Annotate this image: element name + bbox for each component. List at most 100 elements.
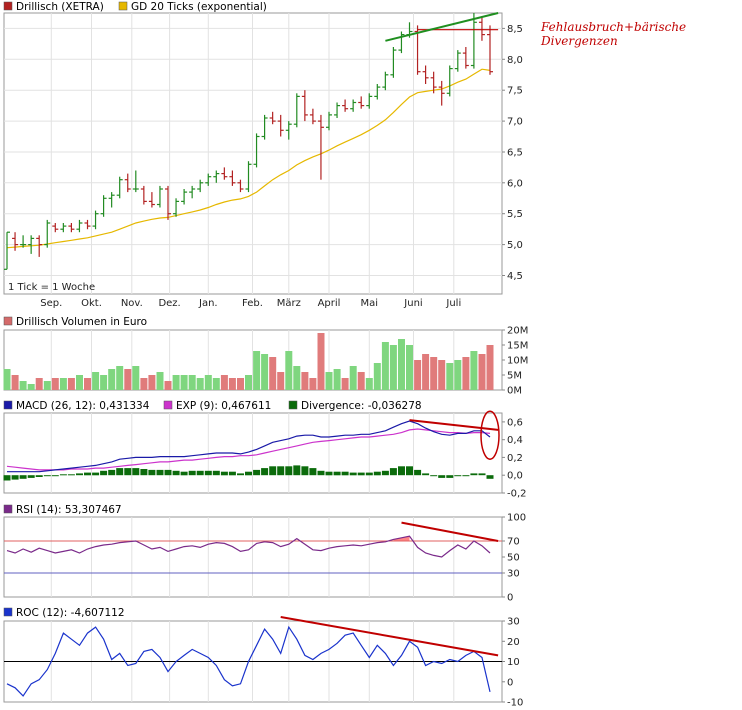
volume-bar [381,342,389,390]
volume-bar [422,354,430,390]
horizontal-grid [4,27,502,276]
price-bar [132,170,139,193]
volume-bar [84,378,91,390]
divergence-bar [478,473,486,476]
volume-bar [365,378,373,390]
y-tick-label: 0 [507,677,513,688]
price-bar [374,84,381,100]
volume-bar [92,372,100,390]
price-bar [36,235,43,257]
price-bar [342,99,349,112]
volume-bar [76,375,83,390]
ema-20-line [6,68,491,249]
price-bar [205,173,212,186]
volume-bar [116,366,124,390]
month-label: Nov. [121,298,143,309]
exp-line [6,428,491,471]
volume-bar [100,375,108,390]
divergence-bar [365,472,373,476]
volume-bar [406,345,413,390]
y-tick-label: 10 [507,657,520,668]
volume-bar [35,378,43,390]
volume-bar [51,378,59,390]
divergence-bar [285,466,293,476]
volume-bar [301,372,309,390]
volume-bar [277,372,285,390]
legend-label-macd: MACD (26, 12): 0,431334 [16,400,150,412]
price-bar [221,167,228,180]
y-tick-label: 20M [507,326,528,337]
ema-line-layer [6,68,491,249]
trend-line [401,521,499,542]
volume-bar [180,375,188,390]
divergence-bar [116,468,124,476]
price-bar [334,102,341,118]
y-tick-label: 30 [507,617,520,628]
annotation-line-2: Divergenzen [540,34,618,48]
roc-y-axis: -10 0 10 20 30 [502,617,523,709]
divergence-bar [148,469,156,476]
price-bar [116,176,123,199]
volume-bar [27,384,35,390]
price-y-axis: 4,5 5,0 5,5 6,0 6,5 7,0 7,5 8,0 8,5 [502,24,523,282]
macd-y-axis: -0,2 0,0 0,2 0,4 0,6 [502,417,527,500]
volume-bar [325,372,333,390]
legend-swatch-macd [3,400,13,410]
y-tick-label: 8,0 [507,55,523,66]
price-bar [293,93,300,128]
divergence-bar [341,471,349,476]
y-tick-label: 0,4 [507,435,523,446]
divergence-bar [212,470,220,476]
volume-bar [140,378,148,390]
macd-annotations [409,410,500,460]
divergence-bar [430,475,438,477]
volume-bar [245,375,252,390]
price-bar [84,219,91,230]
y-tick-label: 0 [507,593,513,604]
y-tick-label: 5,0 [507,240,523,251]
volume-bar [430,357,438,390]
divergence-bar [51,475,59,477]
volume-bar [253,351,261,390]
price-bar [213,170,220,183]
divergence-bar [462,475,470,477]
price-bar [253,133,260,168]
divergence-bar [245,471,252,476]
divergence-bar [406,466,413,476]
divergence-bar [414,469,422,476]
month-label: Mai [361,298,379,309]
volume-bar [172,375,180,390]
price-bar [245,161,252,193]
legend-swatch-divergence [288,400,298,410]
divergence-bar [132,468,140,476]
y-tick-label: 8,5 [507,24,523,35]
divergence-bar [108,469,116,476]
volume-bar [317,333,325,390]
price-bar [309,108,316,125]
divergence-bar [19,475,27,479]
price-bar [237,179,244,193]
volume-bar [446,363,454,390]
y-tick-label: 70 [507,537,520,548]
y-tick-label: -10 [507,698,523,709]
volume-bar [212,378,220,390]
rsi-line [6,535,491,558]
rsi-y-axis: 0 30 50 70 100 [502,513,526,604]
price-bar [317,114,324,180]
divergence-bar [357,472,365,476]
volume-bar [156,372,164,390]
price-bar [350,99,357,112]
divergence-bar [100,470,108,476]
price-bar [261,114,268,140]
divergence-bar [389,468,397,476]
price-bar [229,170,236,186]
divergence-bar [398,466,405,476]
volume-bars-layer [3,333,494,390]
divergence-bar [349,472,357,476]
price-bar [422,65,429,84]
divergence-bar [333,471,341,476]
roc-annotations [280,616,499,657]
price-bar [181,189,188,205]
volume-bar [341,378,349,390]
divergence-bar [196,470,204,476]
